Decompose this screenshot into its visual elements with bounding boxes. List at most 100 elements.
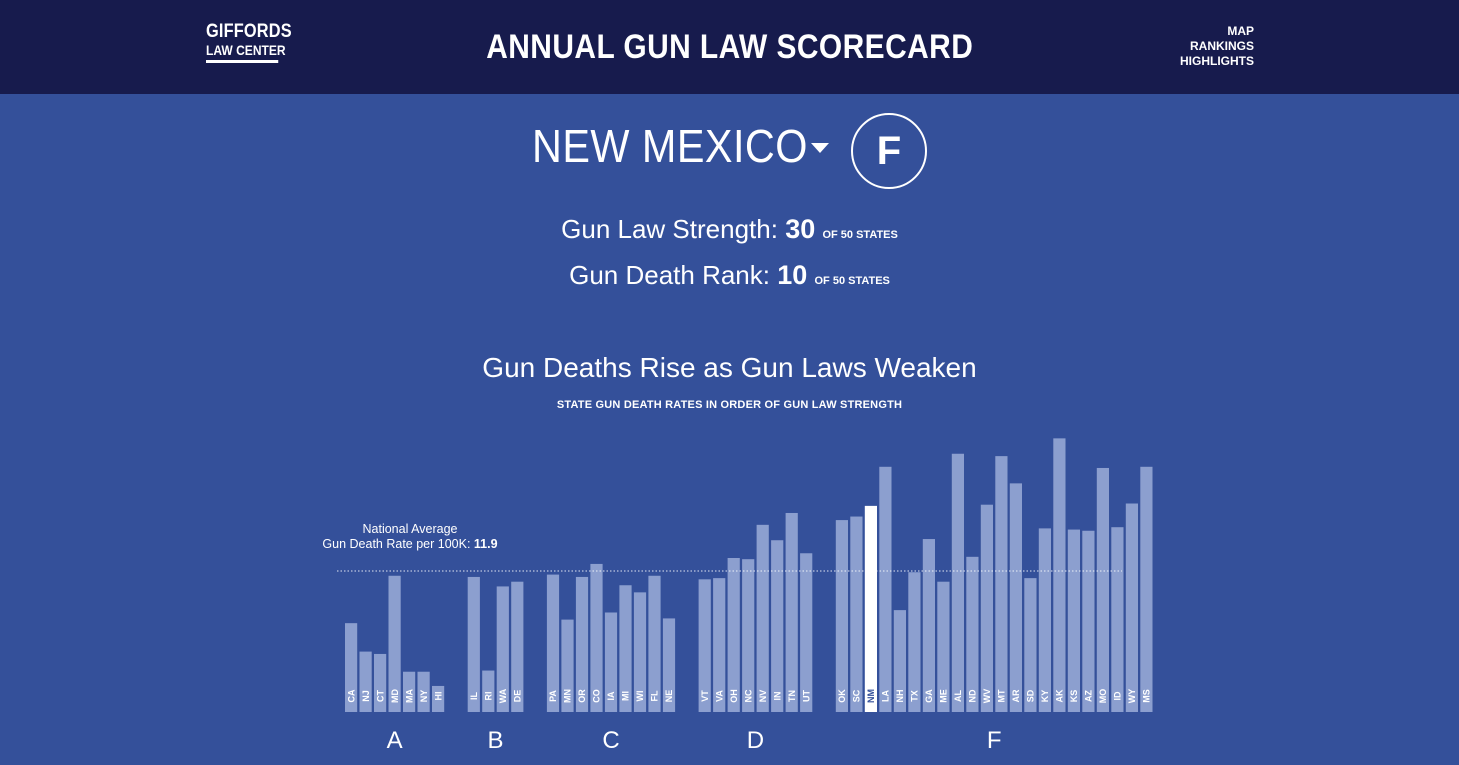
average-value: 11.9 [473,537,498,551]
bar-nd[interactable] [966,556,979,712]
bar-wv[interactable] [980,504,993,712]
bar-nv[interactable] [756,524,769,712]
tick-label-me: ME [939,689,949,703]
bar-ut[interactable] [800,553,813,712]
average-label-line2: Gun Death Rate per 100K: 11.9 [310,537,510,552]
tick-label-ia: IA [606,691,616,701]
tick-label-nh: NH [895,690,905,703]
bar-ia[interactable] [604,612,618,712]
nav-rankings-link[interactable]: RANKINGS [1189,39,1254,53]
grade-badge: F [851,113,927,189]
tick-label-or: OR [577,689,587,703]
bar-id[interactable] [1111,527,1124,712]
bar-nj[interactable] [359,651,372,712]
tick-label-nd: ND [968,689,978,702]
grade-group-label-b: B [488,727,504,754]
tick-label-ut: UT [801,690,811,702]
nav-highlights-link[interactable]: HIGHLIGHTS [1180,54,1254,68]
bar-tn[interactable] [785,512,798,712]
bar-ct[interactable] [374,653,387,712]
bar-or[interactable] [575,576,589,712]
tick-label-oh: OH [729,689,739,703]
tick-label-tn: TN [787,690,797,702]
bar-il[interactable] [467,576,480,712]
law-strength-value: 30 [785,214,816,244]
logo-line2: LAW CENTER [206,43,286,63]
top-bar: GIFFORDS LAW CENTER ANNUAL GUN LAW SCORE… [0,0,1459,94]
bar-ok[interactable] [835,520,848,712]
bar-vt[interactable] [698,579,711,712]
chart-subtitle: STATE GUN DEATH RATES IN ORDER OF GUN LA… [556,399,903,411]
bar-md[interactable] [388,575,401,712]
giffords-logo[interactable]: GIFFORDS LAW CENTER [206,22,292,63]
chart-title: Gun Deaths Rise as Gun Laws Weaken [482,352,977,383]
tick-label-nj: NJ [361,690,371,702]
bar-me[interactable] [937,581,950,712]
tick-label-ny: NY [419,690,429,703]
bar-al[interactable] [951,453,964,712]
bar-ak[interactable] [1053,438,1066,712]
bar-de[interactable] [511,581,524,712]
bar-nm[interactable] [864,505,877,712]
tick-label-mt: MT [997,689,1007,702]
bar-ca[interactable] [345,623,358,712]
bar-ar[interactable] [1009,483,1022,712]
tick-label-vt: VT [700,690,710,702]
bar-va[interactable] [713,578,726,712]
tick-label-il: IL [469,691,479,700]
tick-label-va: VA [714,690,724,702]
bar-mo[interactable] [1096,467,1109,712]
bar-sc[interactable] [850,516,863,712]
tick-label-mi: MI [621,691,631,701]
bar-pa[interactable] [546,574,560,712]
tick-label-wy: WY [1127,689,1137,704]
death-rank-label: Gun Death Rank: [569,260,770,290]
bar-wa[interactable] [496,586,509,712]
bar-ky[interactable] [1038,528,1051,712]
tick-label-ct: CT [375,690,385,702]
bar-ne[interactable] [662,618,676,712]
bar-nc[interactable] [742,559,755,712]
tick-label-id: ID [1113,691,1123,701]
bar-tx[interactable] [908,572,921,712]
tick-label-ne: NE [664,690,674,703]
death-rank-stat: Gun Death Rank: 10 OF 50 STATES [0,260,1459,291]
caret-down-icon [811,143,829,153]
law-strength-label: Gun Law Strength: [561,214,778,244]
law-strength-suffix: OF 50 STATES [822,229,898,241]
bar-in[interactable] [771,540,784,712]
bar-wy[interactable] [1125,503,1138,712]
bar-mn[interactable] [561,619,574,712]
tick-label-ms: MS [1142,689,1152,703]
law-strength-stat: Gun Law Strength: 30 OF 50 STATES [0,214,1459,245]
tick-label-sc: SC [852,689,862,702]
tick-label-pa: PA [548,690,558,702]
bar-fl[interactable] [648,575,661,712]
bar-ga[interactable] [922,539,935,712]
bar-ma[interactable] [403,671,416,712]
grade-group-label-d: D [747,727,764,754]
bar-ri[interactable] [482,670,495,712]
bar-ms[interactable] [1140,466,1153,712]
bar-hi[interactable] [432,685,445,712]
bar-co[interactable] [590,563,603,712]
state-dropdown[interactable]: NEW MEXICO [532,119,839,173]
bar-az[interactable] [1082,530,1095,712]
nav-map-link[interactable]: MAP [1227,24,1254,38]
bar-ny[interactable] [417,671,430,712]
bar-oh[interactable] [727,558,740,712]
bar-mt[interactable] [995,456,1008,712]
bar-nh[interactable] [893,610,906,712]
grade-group-label-f: F [987,727,1002,754]
tick-label-tx: TX [910,690,920,702]
tick-label-ky: KY [1040,690,1050,703]
state-row: NEW MEXICO F [0,113,1459,189]
state-name: NEW MEXICO [532,120,808,172]
bar-ks[interactable] [1067,529,1080,712]
bar-la[interactable] [879,466,892,712]
bar-wi[interactable] [633,592,647,712]
tick-label-ri: RI [484,692,494,701]
logo-line1: GIFFORDS [206,21,292,42]
bar-sd[interactable] [1024,578,1037,712]
bar-mi[interactable] [619,585,632,712]
